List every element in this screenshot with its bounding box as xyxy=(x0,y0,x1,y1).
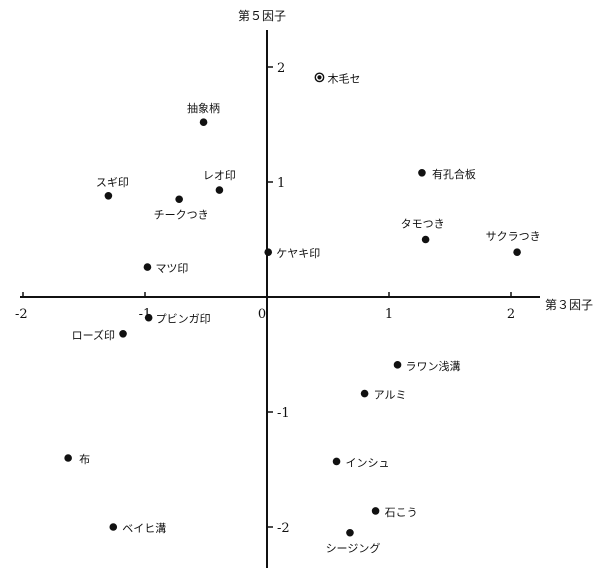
point-label: ローズ印 xyxy=(72,328,115,342)
point-label: ケヤキ印 xyxy=(276,247,320,260)
point-label: アルミ xyxy=(374,389,407,402)
point-label: マツ印 xyxy=(155,262,188,275)
y-tick-label: -1 xyxy=(277,406,290,421)
data-point: 石こう xyxy=(371,506,418,519)
data-point: ケヤキ印 xyxy=(264,247,320,260)
x-tick-label: 2 xyxy=(507,307,515,322)
data-point: タモつき xyxy=(401,218,445,244)
point-marker xyxy=(360,389,369,398)
point-marker xyxy=(143,263,152,271)
x-tick-label: 1 xyxy=(385,307,393,322)
point-marker xyxy=(332,457,341,466)
data-point: プビンガ印 xyxy=(144,313,211,326)
point-marker xyxy=(393,361,402,369)
point-marker xyxy=(64,454,72,462)
x-axis-title: 第３因子 xyxy=(545,298,593,312)
point-marker xyxy=(104,192,113,200)
point-label: シージング xyxy=(326,541,381,555)
y-tick-label: 1 xyxy=(277,176,285,191)
data-point: ローズ印 xyxy=(72,328,127,342)
data-point: ベイヒ溝 xyxy=(109,522,166,535)
data-point: 木毛セ xyxy=(314,72,360,85)
point-marker xyxy=(199,118,208,126)
data-point: サクラつき xyxy=(486,230,541,256)
point-label: レオ印 xyxy=(203,169,236,182)
axes xyxy=(20,30,540,568)
data-point: シージング xyxy=(326,528,381,555)
point-label: ラワン浅溝 xyxy=(406,360,461,373)
data-point: アルミ xyxy=(360,389,407,402)
point-marker xyxy=(346,528,354,537)
data-point: 布 xyxy=(64,453,90,466)
point-marker xyxy=(513,248,521,256)
data-point: レオ印 xyxy=(203,169,236,194)
point-label: タモつき xyxy=(401,218,445,231)
point-label: 木毛セ xyxy=(327,72,360,85)
point-label: ベイヒ溝 xyxy=(122,522,166,535)
point-label: 抽象柄 xyxy=(187,101,220,115)
point-marker xyxy=(109,523,118,531)
y-tick-label: 2 xyxy=(277,61,285,76)
data-point: ラワン浅溝 xyxy=(393,360,461,373)
data-point: インシュ xyxy=(332,456,390,469)
x-ticks: -2 -1 0 1 2 xyxy=(15,292,515,322)
data-point: スギ印 xyxy=(96,176,129,200)
point-marker xyxy=(175,195,183,204)
point-marker xyxy=(418,169,426,177)
point-label: スギ印 xyxy=(96,176,129,189)
data-point: マツ印 xyxy=(143,262,188,275)
x-tick-label: 0 xyxy=(258,307,266,322)
point-label: プビンガ印 xyxy=(156,313,211,326)
point-label: 布 xyxy=(79,453,90,466)
data-point: 抽象柄 xyxy=(187,101,220,126)
point-label: 有孔合板 xyxy=(432,167,476,181)
y-axis-title: 第５因子 xyxy=(238,9,286,23)
y-tick-label: -2 xyxy=(277,521,290,536)
point-marker xyxy=(421,235,430,244)
y-ticks: 2 1 -1 -2 xyxy=(267,61,290,536)
point-marker xyxy=(371,507,380,515)
point-label: サクラつき xyxy=(486,230,541,243)
point-marker xyxy=(317,75,322,80)
point-marker xyxy=(264,248,273,256)
data-point: 有孔合板 xyxy=(418,167,476,181)
point-marker xyxy=(215,186,224,194)
data-point: チークつき xyxy=(154,195,209,221)
point-label: インシュ xyxy=(346,456,390,469)
x-tick-label: -2 xyxy=(15,307,28,322)
point-label: チークつき xyxy=(154,208,209,221)
point-marker xyxy=(144,313,153,322)
point-marker xyxy=(119,330,127,338)
point-label: 石こう xyxy=(385,506,418,519)
